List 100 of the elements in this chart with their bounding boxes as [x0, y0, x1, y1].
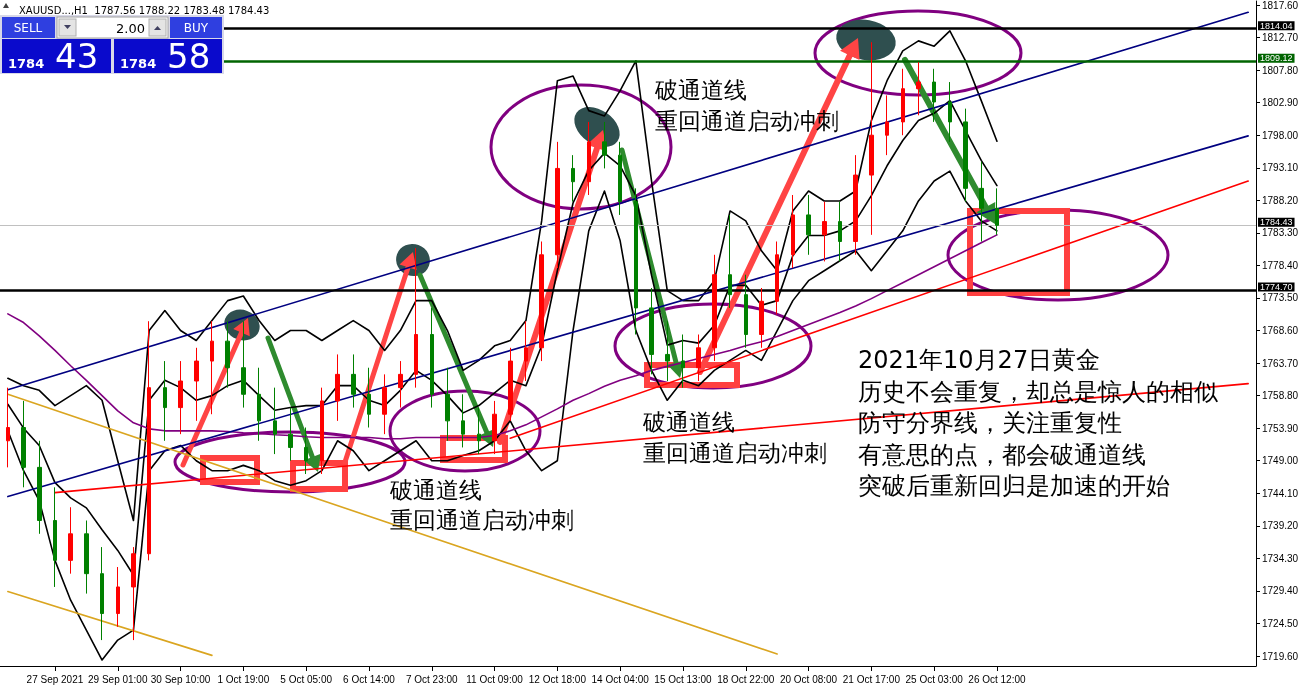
candlestick	[775, 241, 779, 316]
candlestick	[288, 407, 293, 462]
y-tick-label: 1744.10	[1262, 487, 1299, 499]
candlestick	[225, 320, 230, 389]
x-tick-label: 21 Oct 17:00	[842, 673, 901, 685]
x-tick-label: 30 Sep 10:00	[150, 673, 211, 685]
candlestick	[304, 427, 308, 475]
y-tick-label: 1749.00	[1262, 455, 1299, 467]
candlestick	[257, 367, 261, 442]
y-tick-label: 1739.20	[1262, 520, 1299, 532]
x-tick-label: 18 Oct 22:00	[717, 673, 775, 685]
y-tick-label: 1807.80	[1262, 64, 1299, 76]
candlestick	[37, 440, 42, 535]
x-tick-label: 20 Oct 08:00	[779, 673, 838, 685]
x-tick-label: 6 Oct 14:00	[343, 673, 396, 685]
candlestick	[524, 320, 528, 382]
candlestick	[414, 247, 418, 389]
annotation: SELL	[13, 21, 43, 35]
candlestick	[477, 407, 481, 455]
candlestick	[759, 287, 764, 349]
y-tick-label: 1729.40	[1262, 585, 1299, 597]
candlestick	[932, 68, 936, 123]
annotation: 1784	[8, 56, 45, 71]
x-tick-label: 25 Oct 03:00	[905, 673, 964, 685]
candlestick	[885, 94, 889, 156]
candlestick	[68, 506, 73, 575]
annotation: 43	[55, 36, 99, 76]
candlestick	[681, 334, 685, 389]
candlestick	[618, 141, 622, 216]
y-tick-label: 1788.20	[1262, 194, 1299, 206]
x-tick-label: 15 Oct 13:00	[654, 673, 713, 685]
candlestick	[963, 108, 968, 203]
x-tick-label: 1 Oct 19:00	[217, 673, 270, 685]
y-tick-label: 1734.30	[1262, 552, 1299, 564]
candlestick	[995, 187, 999, 236]
candlestick	[178, 360, 183, 435]
candlestick	[712, 254, 717, 362]
y-tick-label: 1758.80	[1262, 390, 1299, 402]
candlestick	[398, 360, 403, 409]
candlestick	[587, 121, 591, 196]
candlestick	[194, 347, 199, 422]
candlestick	[979, 161, 984, 242]
annotation: BUY	[183, 21, 209, 35]
x-tick-label: 29 Sep 01:00	[88, 673, 148, 685]
y-tick-label: 1768.60	[1262, 325, 1299, 337]
annotation: 破通道线	[642, 409, 735, 435]
x-tick-label: 11 Oct 09:00	[466, 673, 524, 685]
annotation: 突破后重新回归是加速的开始	[858, 472, 1170, 500]
candlestick	[21, 400, 26, 488]
candlestick	[445, 367, 450, 442]
x-tick-label: 27 Sep 2021	[26, 673, 84, 685]
candlestick	[791, 194, 795, 269]
candlestick	[100, 546, 104, 641]
candlestick	[948, 81, 952, 143]
candlestick	[744, 274, 748, 349]
y-tick-label: 1753.90	[1262, 422, 1299, 434]
candlestick	[320, 387, 324, 475]
annotation: 破通道线	[654, 77, 747, 103]
annotation: 破通道线	[389, 477, 482, 503]
candlestick	[508, 347, 513, 422]
candlestick	[6, 387, 10, 468]
y-tick-label: 1802.90	[1262, 97, 1299, 109]
candlestick	[84, 520, 89, 595]
candlestick	[634, 187, 638, 335]
candlestick	[163, 360, 167, 442]
candlestick	[665, 320, 670, 382]
candlestick	[131, 546, 136, 641]
annotation: 2021年10月27日黄金	[858, 346, 1101, 374]
candlestick	[461, 393, 465, 448]
y-tick-label: 1817.60	[1262, 0, 1299, 11]
annotation: 重回通道启动冲刺	[390, 507, 574, 533]
candlestick	[649, 287, 654, 375]
candlestick	[696, 334, 701, 382]
candlestick	[728, 214, 732, 309]
candlestick	[351, 353, 356, 409]
candlestick	[916, 61, 921, 116]
candlestick	[241, 320, 246, 409]
y-tick-label: 1812.70	[1262, 32, 1299, 44]
candlestick	[822, 201, 827, 262]
candlestick	[901, 68, 905, 136]
y-tick-label: 1783.30	[1262, 227, 1299, 239]
annotation: 58	[167, 36, 211, 76]
candlestick	[382, 373, 387, 435]
y-tick-label: 1763.70	[1262, 357, 1299, 369]
x-tick-label: 26 Oct 12:00	[968, 673, 1027, 685]
y-tick-label: 1719.60	[1262, 650, 1299, 662]
ref-line-label: 1814.04	[1260, 20, 1293, 31]
candlestick	[869, 41, 874, 236]
x-tick-label: 5 Oct 05:00	[280, 673, 333, 685]
annotation: 1784	[120, 56, 157, 71]
annotation: 重回通道启动冲刺	[643, 440, 827, 466]
candlestick	[367, 367, 371, 429]
candlestick	[335, 353, 340, 422]
x-tick-label: 14 Oct 04:00	[591, 673, 650, 685]
candlestick	[571, 154, 575, 203]
y-tick-label: 1778.40	[1262, 259, 1299, 271]
y-tick-label: 1793.10	[1262, 162, 1299, 174]
candlestick	[838, 201, 842, 262]
candlestick	[853, 154, 858, 256]
chart-title: XAUUSD...,H1 1787.56 1788.22 1783.48 1784.43	[19, 4, 270, 16]
